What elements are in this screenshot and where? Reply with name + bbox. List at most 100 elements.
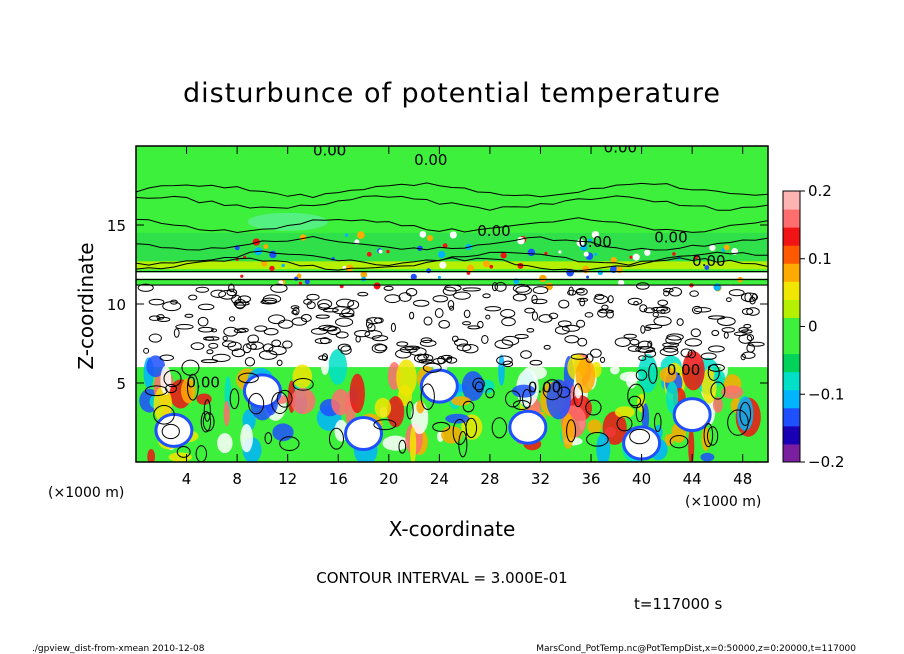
field-speck [583, 251, 589, 257]
contour-line [739, 401, 752, 426]
contour-line [227, 341, 242, 352]
contour-line [628, 395, 642, 407]
contour-line [491, 417, 508, 439]
contour-line [306, 301, 316, 310]
contour-line [260, 299, 277, 305]
field-eddy [508, 409, 548, 445]
contour-line [512, 293, 527, 302]
field-patch [664, 433, 674, 446]
contour-line [717, 316, 736, 326]
field-speck [544, 251, 548, 255]
field-speck [378, 249, 383, 254]
contour-line [644, 349, 657, 358]
field-patch [217, 433, 233, 454]
contour-line [432, 357, 446, 365]
contour-line [161, 423, 180, 440]
field-speck [281, 263, 285, 268]
contour-line [210, 289, 227, 298]
contour-line [390, 322, 396, 333]
contour-line [222, 335, 228, 342]
contour-line [524, 307, 535, 314]
contour-line [276, 359, 283, 366]
field-eddy [154, 412, 194, 448]
contour-line [472, 377, 485, 391]
field-patch [610, 365, 620, 375]
contour-line [741, 308, 754, 316]
contour-line [462, 400, 475, 413]
contour-line [203, 399, 211, 422]
contour-line [136, 235, 768, 251]
field-band [136, 272, 768, 279]
contour-line [726, 297, 732, 303]
field-speck [439, 261, 447, 269]
contour-line [640, 325, 646, 334]
colorbar-swatch [783, 335, 800, 355]
contour-label: 0.00 [187, 374, 220, 392]
colorbar-swatch [783, 443, 800, 463]
field-eddy [242, 373, 282, 409]
contour-line [238, 372, 259, 384]
contour-line [627, 383, 645, 409]
x-tick-label: 32 [531, 470, 550, 488]
contour-line [558, 299, 570, 309]
contour-label: 0.00 [528, 378, 561, 396]
field-speck [386, 249, 390, 254]
contour-line [629, 428, 651, 445]
field-speck [586, 275, 590, 279]
field-band [136, 285, 768, 368]
contour-line [689, 290, 699, 297]
contour-line [573, 383, 583, 408]
contour-line [567, 289, 577, 296]
field-patch [382, 435, 409, 451]
contour-line [422, 362, 442, 373]
field-speck [591, 230, 600, 239]
contour-line [248, 392, 265, 415]
field-patch [451, 396, 471, 406]
contour-line [706, 426, 719, 446]
contour-label: 0.00 [667, 361, 700, 379]
field-patch [292, 364, 313, 389]
contour-line [482, 293, 491, 299]
field-patch [688, 427, 695, 462]
field-speck [366, 251, 372, 257]
contour-line [200, 411, 212, 433]
contour-line [577, 297, 589, 303]
x-tick-label: 48 [733, 470, 752, 488]
contour-line [485, 314, 491, 320]
contour-line [585, 399, 602, 416]
contour-line [733, 331, 747, 337]
field-speck [360, 271, 368, 278]
x-tick-label: 8 [232, 470, 242, 488]
contour-line [315, 314, 330, 319]
field-speck [694, 255, 699, 260]
field-speck [482, 260, 490, 268]
contour-line [404, 345, 421, 351]
field-speck [373, 282, 381, 290]
field-patch [614, 406, 635, 419]
field-patch [374, 397, 392, 419]
contour-line [226, 288, 238, 297]
contour-line [680, 348, 693, 358]
contour-line [268, 314, 286, 325]
contour-line [322, 307, 339, 313]
contour-line [452, 418, 468, 445]
contour-label: 0.00 [654, 228, 687, 246]
contour-line [195, 286, 210, 293]
contour-line [184, 313, 194, 318]
contour-line [321, 353, 329, 362]
contour-line [231, 294, 242, 304]
field-patch [546, 379, 571, 420]
field-speck [709, 244, 716, 251]
contour-line [638, 355, 647, 361]
contour-line [520, 350, 532, 359]
contour-line [175, 324, 194, 330]
contour-line [173, 328, 180, 338]
field-patch [575, 358, 596, 394]
contour-line [599, 356, 606, 363]
field-patch [712, 397, 723, 413]
field-speck [500, 252, 507, 259]
contour-line [223, 326, 239, 337]
field-speck [517, 236, 525, 245]
contour-line [708, 345, 725, 353]
contour-line [484, 306, 502, 312]
